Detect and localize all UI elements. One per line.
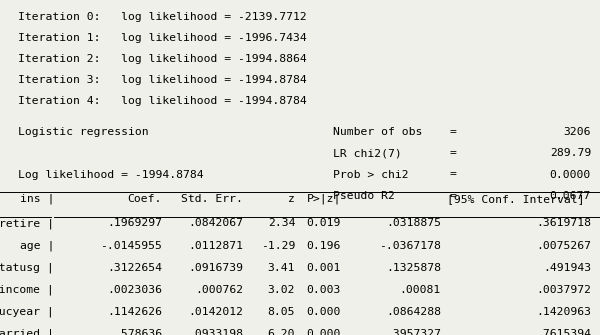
Text: Pseudo R2: Pseudo R2 bbox=[333, 191, 395, 201]
Text: .00081: .00081 bbox=[400, 285, 441, 295]
Text: -.0145955: -.0145955 bbox=[100, 241, 162, 251]
Text: .000762: .000762 bbox=[195, 285, 243, 295]
Text: .0075267: .0075267 bbox=[536, 241, 591, 251]
Text: .0112871: .0112871 bbox=[188, 241, 243, 251]
Text: hstatusg |: hstatusg | bbox=[0, 263, 54, 273]
Text: .3122654: .3122654 bbox=[107, 263, 162, 273]
Text: .7615394: .7615394 bbox=[536, 329, 591, 335]
Text: .0023036: .0023036 bbox=[107, 285, 162, 295]
Text: .1325878: .1325878 bbox=[386, 263, 441, 273]
Text: .0933198: .0933198 bbox=[188, 329, 243, 335]
Text: Iteration 0:   log likelihood = -2139.7712: Iteration 0: log likelihood = -2139.7712 bbox=[18, 12, 307, 22]
Text: =: = bbox=[449, 191, 457, 201]
Text: .0864288: .0864288 bbox=[386, 307, 441, 317]
Text: Iteration 4:   log likelihood = -1994.8784: Iteration 4: log likelihood = -1994.8784 bbox=[18, 96, 307, 106]
Text: P>|z|: P>|z| bbox=[307, 194, 341, 204]
Text: .3619718: .3619718 bbox=[536, 218, 591, 228]
Text: [95% Conf. Interval]: [95% Conf. Interval] bbox=[447, 194, 585, 204]
Text: .0842067: .0842067 bbox=[188, 218, 243, 228]
Text: 3206: 3206 bbox=[563, 127, 591, 137]
Text: retire |: retire | bbox=[0, 218, 54, 229]
Text: LR chi2(7): LR chi2(7) bbox=[333, 148, 402, 158]
Text: .3957327: .3957327 bbox=[386, 329, 441, 335]
Text: Iteration 1:   log likelihood = -1996.7434: Iteration 1: log likelihood = -1996.7434 bbox=[18, 33, 307, 43]
Text: .0916739: .0916739 bbox=[188, 263, 243, 273]
Text: 0.0677: 0.0677 bbox=[550, 191, 591, 201]
Text: .1969297: .1969297 bbox=[107, 218, 162, 228]
Text: ins |: ins | bbox=[20, 194, 54, 204]
Text: 0.000: 0.000 bbox=[307, 307, 341, 317]
Text: 0.0000: 0.0000 bbox=[550, 170, 591, 180]
Text: 0.196: 0.196 bbox=[307, 241, 341, 251]
Text: hhincome |: hhincome | bbox=[0, 285, 54, 295]
Text: 8.05: 8.05 bbox=[268, 307, 295, 317]
Text: 0.003: 0.003 bbox=[307, 285, 341, 295]
Text: educyear |: educyear | bbox=[0, 307, 54, 317]
Text: =: = bbox=[449, 148, 457, 158]
Text: age |: age | bbox=[20, 241, 54, 251]
Text: 289.79: 289.79 bbox=[550, 148, 591, 158]
Text: Iteration 3:   log likelihood = -1994.8784: Iteration 3: log likelihood = -1994.8784 bbox=[18, 75, 307, 85]
Text: 6.20: 6.20 bbox=[268, 329, 295, 335]
Text: =: = bbox=[449, 170, 457, 180]
Text: -.0367178: -.0367178 bbox=[379, 241, 441, 251]
Text: .0142012: .0142012 bbox=[188, 307, 243, 317]
Text: Iteration 2:   log likelihood = -1994.8864: Iteration 2: log likelihood = -1994.8864 bbox=[18, 54, 307, 64]
Text: Prob > chi2: Prob > chi2 bbox=[333, 170, 409, 180]
Text: =: = bbox=[449, 127, 457, 137]
Text: 2.34: 2.34 bbox=[268, 218, 295, 228]
Text: 0.001: 0.001 bbox=[307, 263, 341, 273]
Text: 0.019: 0.019 bbox=[307, 218, 341, 228]
Text: .0318875: .0318875 bbox=[386, 218, 441, 228]
Text: Std. Err.: Std. Err. bbox=[181, 194, 243, 204]
Text: Coef.: Coef. bbox=[128, 194, 162, 204]
Text: .1142626: .1142626 bbox=[107, 307, 162, 317]
Text: 3.02: 3.02 bbox=[268, 285, 295, 295]
Text: -1.29: -1.29 bbox=[261, 241, 295, 251]
Text: married |: married | bbox=[0, 329, 54, 335]
Text: 3.41: 3.41 bbox=[268, 263, 295, 273]
Text: .578636: .578636 bbox=[114, 329, 162, 335]
Text: .1420963: .1420963 bbox=[536, 307, 591, 317]
Text: .0037972: .0037972 bbox=[536, 285, 591, 295]
Text: Log likelihood = -1994.8784: Log likelihood = -1994.8784 bbox=[18, 170, 203, 180]
Text: z: z bbox=[289, 194, 295, 204]
Text: .491943: .491943 bbox=[543, 263, 591, 273]
Text: Logistic regression: Logistic regression bbox=[18, 127, 149, 137]
Text: Number of obs: Number of obs bbox=[333, 127, 422, 137]
Text: 0.000: 0.000 bbox=[307, 329, 341, 335]
